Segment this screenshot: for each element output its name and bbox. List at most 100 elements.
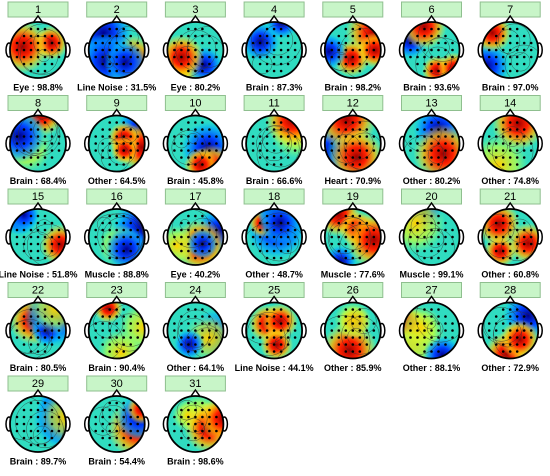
head-outline (9, 114, 67, 173)
electrode (279, 329, 283, 332)
electrode (50, 228, 54, 232)
electrode (201, 228, 204, 232)
component: 28 Other : 72.9% (477, 282, 543, 373)
component-button[interactable]: 24 (164, 282, 226, 298)
electrode (194, 249, 197, 253)
electrode (293, 329, 297, 332)
component-button[interactable]: 16 (86, 188, 148, 205)
electrode (187, 429, 190, 433)
component-button[interactable]: 21 (479, 188, 541, 205)
contour (246, 302, 293, 345)
electrode (194, 149, 197, 152)
electrode (101, 228, 104, 232)
contour (427, 320, 444, 337)
electrode (351, 249, 355, 253)
electrode (430, 55, 433, 59)
nose (111, 388, 123, 398)
contour (121, 126, 138, 144)
electrode (173, 336, 176, 339)
button-number: 28 (504, 284, 516, 296)
electrode (180, 48, 183, 52)
electrode (22, 249, 26, 253)
topoplot (246, 22, 303, 78)
electrode (330, 322, 334, 325)
electrode (122, 135, 125, 138)
component-button[interactable]: 25 (243, 282, 305, 298)
electrode (187, 214, 190, 218)
electrode (358, 242, 362, 246)
component-button[interactable]: 17 (164, 188, 226, 205)
electrode (187, 48, 190, 52)
electrode (508, 41, 512, 45)
component-button[interactable]: 27 (401, 282, 462, 298)
component-button[interactable]: 14 (479, 95, 541, 111)
contour (174, 133, 189, 149)
classification-label: Brain : 87.3% (246, 82, 303, 92)
electrode (522, 135, 526, 138)
electrode (108, 228, 111, 232)
electrode (101, 329, 104, 332)
electrode (515, 228, 519, 232)
electrode (187, 408, 190, 412)
classification-label: Other : 64.5% (88, 176, 146, 186)
electrode (423, 315, 426, 318)
electrode (272, 156, 276, 159)
electrode (508, 256, 512, 260)
map-blob (333, 302, 372, 339)
component-button[interactable]: 1 (7, 1, 69, 18)
component-button[interactable]: 20 (401, 188, 462, 205)
electrode (279, 41, 283, 45)
electrode (50, 249, 54, 253)
button-number: 16 (111, 191, 123, 203)
electrode (272, 308, 276, 311)
electrode (279, 350, 283, 353)
electrode (279, 128, 283, 131)
electrode (265, 343, 269, 346)
button-number: 6 (428, 4, 434, 16)
electrode (358, 62, 362, 66)
electrode (101, 242, 104, 246)
electrode (43, 128, 47, 131)
electrode (258, 135, 262, 138)
electrode (115, 48, 118, 52)
component: 10 Brain : 45.8% (162, 95, 229, 186)
electrode (258, 41, 262, 45)
electrode (430, 48, 433, 52)
electrode (208, 336, 211, 339)
electrode (36, 149, 40, 152)
electrode (494, 315, 498, 318)
electrode (108, 55, 111, 59)
component-button[interactable]: 23 (86, 282, 148, 298)
head-outline (323, 21, 382, 79)
head-outline (402, 301, 461, 360)
electrode (50, 156, 54, 159)
contour (13, 115, 59, 154)
head-outline (323, 114, 382, 173)
electrode (279, 221, 283, 225)
component-button[interactable]: 12 (322, 95, 384, 111)
electrode (351, 214, 355, 218)
electrode (522, 34, 526, 38)
component-button[interactable]: 22 (7, 282, 69, 298)
electrode (15, 322, 19, 325)
electrode (358, 315, 362, 318)
electrode (122, 315, 125, 318)
electrode (194, 408, 197, 412)
contour (188, 217, 217, 246)
electrode (208, 436, 211, 440)
component-button[interactable]: 26 (322, 282, 384, 298)
component-button[interactable]: 8 (7, 95, 69, 111)
electrode (129, 315, 132, 318)
component-button[interactable]: 18 (243, 188, 305, 205)
classification-label: Muscle : 88.8% (85, 269, 149, 279)
electrode (108, 128, 111, 131)
electrode (365, 329, 369, 332)
electrode (522, 48, 526, 52)
electrode (451, 135, 454, 138)
electrode (36, 163, 40, 166)
nose (189, 295, 202, 304)
electrode (416, 242, 419, 246)
electrode (173, 48, 176, 52)
electrode (330, 228, 334, 232)
electrode (136, 48, 139, 52)
